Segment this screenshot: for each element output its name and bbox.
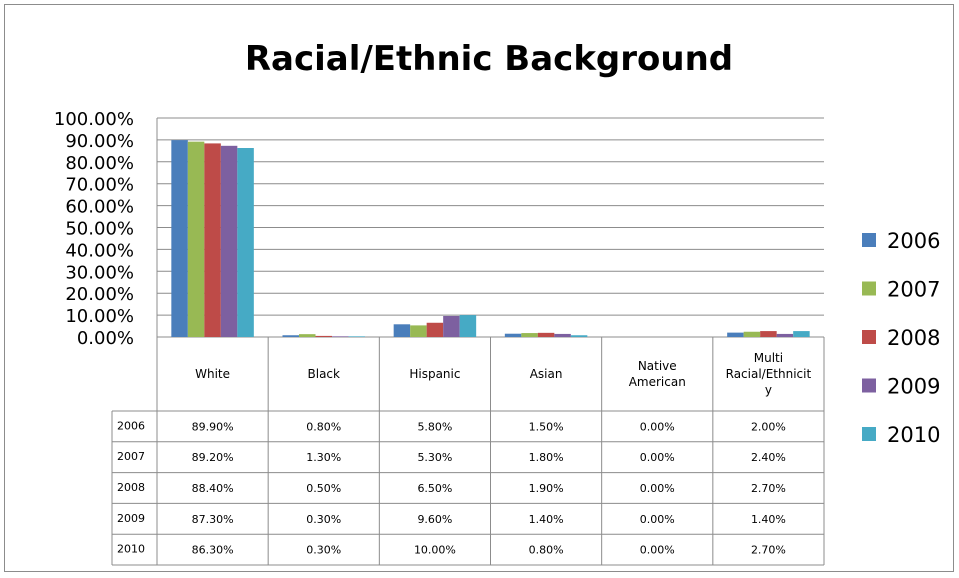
y-tick-label: 0.00% xyxy=(77,328,134,349)
y-tick-label: 80.00% xyxy=(65,153,134,174)
y-axis: 0.00%10.00%20.00%30.00%40.00%50.00%60.00… xyxy=(54,109,158,349)
category-label: Multi xyxy=(754,351,783,365)
bar xyxy=(315,335,332,337)
bar xyxy=(171,140,188,337)
legend-label: 2009 xyxy=(887,375,940,399)
legend-label: 2008 xyxy=(887,326,940,350)
table-cell: 5.80% xyxy=(417,420,452,433)
y-tick-label: 30.00% xyxy=(65,262,134,283)
category-label: Racial/Ethnicit xyxy=(726,367,812,381)
table-cell: 1.50% xyxy=(529,420,564,433)
y-tick-label: 10.00% xyxy=(65,306,134,327)
bar xyxy=(237,148,254,337)
table-cell: 0.80% xyxy=(529,544,564,557)
table-row-header: 2008 xyxy=(117,481,145,494)
table-row-header: 2009 xyxy=(117,512,145,525)
category-label: y xyxy=(765,383,772,397)
legend-label: 2006 xyxy=(887,229,940,253)
category-label: Native xyxy=(638,359,677,373)
table-cell: 2.40% xyxy=(751,451,786,464)
bar xyxy=(393,324,411,337)
legend: 2006 2007 2008 2009 2010 xyxy=(862,229,940,447)
category-label: American xyxy=(629,375,686,389)
bar xyxy=(760,331,777,337)
bar xyxy=(410,325,427,337)
table-cell: 2.70% xyxy=(751,544,786,557)
bar xyxy=(570,335,588,337)
bar xyxy=(521,333,538,337)
category-label: White xyxy=(195,367,230,381)
table-cell: 6.50% xyxy=(417,482,452,495)
table-cell: 1.80% xyxy=(529,451,564,464)
bar xyxy=(204,143,221,337)
table-cell: 87.30% xyxy=(192,513,234,526)
bars xyxy=(171,140,810,337)
bar xyxy=(332,336,349,337)
table-cell: 89.90% xyxy=(192,420,234,433)
bar xyxy=(793,331,810,337)
table-cell: 1.40% xyxy=(751,513,786,526)
table-cell: 0.30% xyxy=(306,544,341,557)
y-tick-label: 50.00% xyxy=(65,219,134,240)
category-label: Black xyxy=(308,367,341,381)
table-cell: 0.00% xyxy=(640,482,675,495)
bar xyxy=(348,336,365,337)
table-cell: 89.20% xyxy=(192,451,234,464)
data-table: White Black Hispanic Asian Native American Mul… xyxy=(111,337,825,566)
bar xyxy=(426,322,444,337)
bar xyxy=(504,333,522,337)
legend-label: 2007 xyxy=(887,278,940,302)
gridlines xyxy=(157,117,824,338)
y-tick-label: 90.00% xyxy=(65,131,134,152)
legend-swatch xyxy=(862,378,876,393)
legend-swatch xyxy=(862,281,876,296)
bar xyxy=(743,331,761,337)
table-cell: 0.00% xyxy=(640,420,675,433)
table-cell: 5.30% xyxy=(417,451,452,464)
bar xyxy=(299,334,316,337)
legend-swatch xyxy=(862,233,876,247)
table-cell: 0.50% xyxy=(306,482,341,495)
table-cell: 2.70% xyxy=(751,482,786,495)
table-cell: 86.30% xyxy=(192,544,234,557)
table-row-header: 2006 xyxy=(117,419,145,432)
table-cell: 2.00% xyxy=(751,420,786,433)
table-row-header: 2007 xyxy=(117,450,145,463)
table-cell: 1.90% xyxy=(529,482,564,495)
table-row-header: 2010 xyxy=(117,543,145,556)
table-cell: 1.40% xyxy=(529,513,564,526)
bar xyxy=(443,315,460,337)
bar xyxy=(537,332,555,337)
y-tick-label: 20.00% xyxy=(65,284,134,305)
chart-frame xyxy=(4,4,954,572)
y-tick-label: 100.00% xyxy=(54,109,134,130)
table-cell: 0.30% xyxy=(306,513,341,526)
bar xyxy=(459,315,477,337)
bar xyxy=(727,332,744,337)
bar xyxy=(220,145,238,337)
table-cell: 88.40% xyxy=(192,482,234,495)
y-tick-label: 40.00% xyxy=(65,240,134,261)
bar xyxy=(282,335,299,337)
legend-swatch xyxy=(862,427,876,441)
table-cell: 0.80% xyxy=(306,420,341,433)
legend-swatch xyxy=(862,330,876,344)
category-label: Asian xyxy=(530,367,563,381)
y-tick-label: 60.00% xyxy=(65,197,134,218)
table-cell: 1.30% xyxy=(306,451,341,464)
category-label: Hispanic xyxy=(409,367,460,381)
table-cell: 0.00% xyxy=(640,451,675,464)
chart-title: Racial/Ethnic Background xyxy=(245,39,733,79)
table-cell: 9.60% xyxy=(417,513,452,526)
table-cell: 0.00% xyxy=(640,544,675,557)
legend-label: 2010 xyxy=(887,423,940,447)
bar xyxy=(187,141,205,337)
table-cell: 10.00% xyxy=(414,544,456,557)
table-cell: 0.00% xyxy=(640,513,675,526)
y-tick-label: 70.00% xyxy=(65,175,134,196)
bar xyxy=(776,333,794,337)
bar xyxy=(554,333,571,337)
